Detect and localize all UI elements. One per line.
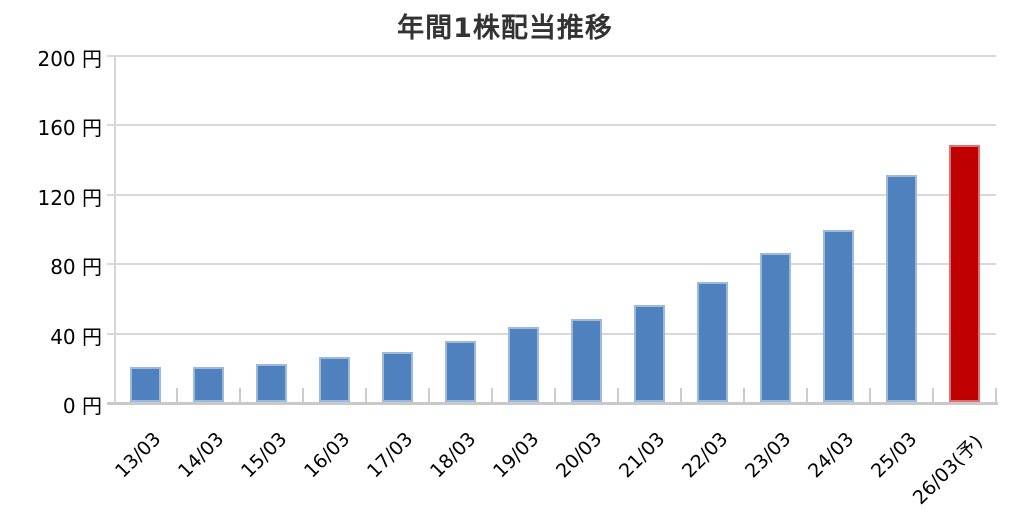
x-axis-tick (365, 388, 367, 403)
x-axis-tick-label: 17/03 (362, 428, 418, 483)
y-axis-line (114, 56, 116, 403)
x-axis-tick-label: 16/03 (299, 428, 355, 483)
bar-13/03 (130, 367, 161, 402)
x-axis-tick-label: 13/03 (110, 428, 166, 483)
y-axis-tick-label: 40 円 (50, 324, 102, 349)
gridline (107, 124, 996, 127)
bar-15/03 (256, 363, 287, 402)
bar-22/03 (697, 282, 728, 402)
x-axis-tick-label: 21/03 (614, 428, 670, 483)
bar-21/03 (634, 304, 665, 402)
x-axis-tick-label: 24/03 (803, 428, 859, 483)
x-axis-tick (806, 388, 808, 403)
x-axis-tick (617, 388, 619, 403)
x-axis-tick (176, 388, 178, 403)
bar-14/03 (193, 367, 224, 402)
chart-title: 年間1株配当推移 (397, 13, 613, 44)
x-axis-tick (743, 388, 745, 403)
bar-18/03 (445, 341, 476, 402)
x-axis-tick (491, 388, 493, 403)
bar-17/03 (382, 351, 413, 402)
y-axis-tick-label: 0 円 (62, 394, 102, 418)
gridline (107, 193, 996, 196)
y-axis-tick-label: 120 円 (37, 185, 102, 210)
x-axis-tick (239, 388, 241, 403)
x-axis-tick-label: 18/03 (425, 428, 481, 483)
x-axis-tick (554, 388, 556, 403)
x-axis-line (107, 402, 998, 405)
x-axis-tick (869, 388, 871, 403)
bar-20/03 (571, 318, 602, 402)
x-axis-tick-label: 23/03 (740, 428, 796, 483)
x-axis-tick (680, 388, 682, 403)
x-axis-tick-label: 14/03 (173, 428, 229, 483)
plot-area (107, 55, 998, 405)
y-axis-tick-label: 80 円 (50, 255, 102, 280)
x-axis-tick-label: 20/03 (551, 428, 607, 483)
bar-16/03 (319, 356, 350, 402)
bar-25/03 (886, 174, 917, 402)
bar-26/03(予) (949, 145, 980, 402)
x-axis-tick (932, 388, 934, 403)
x-axis-tick (428, 388, 430, 403)
gridline (107, 263, 996, 266)
x-axis-tick (995, 388, 997, 403)
gridline (107, 55, 996, 57)
gridline (107, 332, 996, 335)
x-axis-tick-label: 25/03 (866, 428, 922, 483)
bar-24/03 (823, 230, 854, 402)
x-axis-tick (302, 388, 304, 403)
y-axis-tick-label: 160 円 (37, 116, 102, 141)
bar-23/03 (760, 252, 791, 402)
x-axis-tick-label: 19/03 (488, 428, 544, 483)
y-axis-tick-label: 200 円 (37, 47, 102, 71)
bar-19/03 (508, 327, 539, 402)
x-axis-tick-label: 15/03 (236, 428, 292, 483)
x-axis-tick-label: 22/03 (677, 428, 733, 483)
